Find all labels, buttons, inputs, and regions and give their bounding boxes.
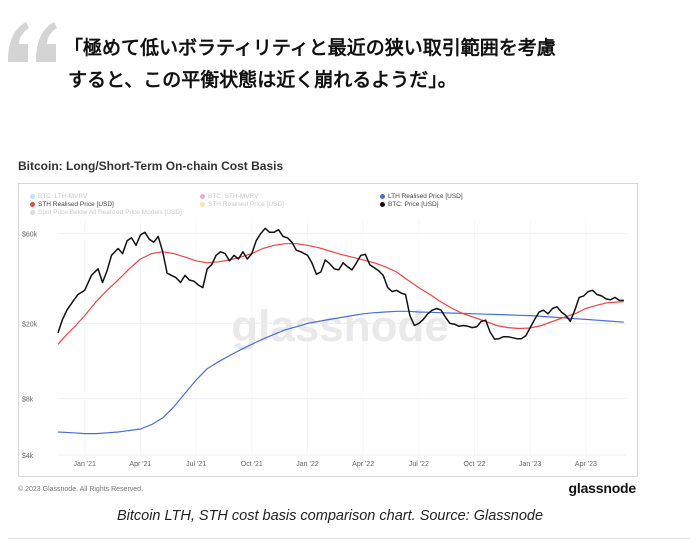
divider: [8, 538, 690, 539]
legend-item[interactable]: STH Realised Price [USD]: [200, 201, 284, 208]
x-tick-label: Jan '23: [519, 461, 541, 468]
legend-swatch: [30, 202, 35, 207]
x-tick-label: Jan '22: [296, 461, 318, 468]
legend-swatch: [200, 194, 205, 199]
legend-swatch: [380, 202, 385, 207]
legend-item[interactable]: BTC: STH-MVRV: [200, 193, 258, 200]
legend-swatch: [200, 202, 205, 207]
x-tick-label: Oct '21: [241, 461, 263, 468]
legend-item[interactable]: Spot Price Below All Realized Price Mode…: [30, 209, 182, 216]
chart-watermark: glassnode: [231, 302, 449, 351]
legend-swatch: [30, 194, 35, 199]
glassnode-brand-logo: glassnode: [568, 480, 637, 496]
pull-quote: 「極めて低いボラティリティと最近の狭い取引範囲を考慮 すると、この平衡状態は近く…: [64, 32, 684, 96]
y-tick-label: $8k: [22, 396, 34, 403]
x-tick-label: Jul '22: [409, 461, 429, 468]
legend-item[interactable]: BTC: LTH-MVRV: [30, 193, 87, 200]
series-line-sth-realised-price-usd: [57, 243, 624, 345]
x-tick-label: Apr '21: [129, 461, 151, 468]
chart-title: Bitcoin: Long/Short-Term On-chain Cost B…: [18, 159, 284, 173]
legend-item[interactable]: BTC: Price [USD]: [380, 201, 439, 208]
x-tick-label: Apr '22: [352, 461, 374, 468]
chart-frame: [18, 183, 638, 477]
x-tick-label: Oct '22: [464, 461, 486, 468]
x-tick-label: Apr '23: [575, 461, 597, 468]
legend-swatch: [380, 194, 385, 199]
legend-label: BTC: STH-MVRV: [208, 193, 259, 200]
legend-label: BTC: LTH-MVRV: [38, 193, 88, 200]
quote-mark-icon: [8, 22, 57, 62]
x-tick-label: Jul '21: [186, 461, 206, 468]
figure-caption: Bitcoin LTH, STH cost basis comparison c…: [116, 508, 544, 524]
copyright-text: © 2023 Glassnode. All Rights Reserved.: [18, 486, 144, 493]
legend-label: STH Realised Price [USD]: [208, 201, 284, 208]
series-line-lth-realised-price-usd: [57, 310, 624, 435]
quote-line-2: すると、この平衡状態は近く崩れるようだ」。: [68, 69, 457, 91]
chart-legend: BTC: LTH-MVRV BTC: STH-MVRV LTH Realised P…: [30, 193, 630, 223]
legend-swatch: [30, 210, 35, 215]
legend-item[interactable]: STH Realised Price [USD]: [30, 201, 114, 208]
legend-label: LTH Realised Price [USD]: [388, 193, 463, 200]
y-tick-label: $60k: [22, 232, 38, 239]
x-tick-label: Jan '21: [74, 461, 96, 468]
series-line-btc-price-usd: [57, 227, 624, 340]
y-tick-label: $4k: [22, 453, 34, 460]
legend-item[interactable]: LTH Realised Price [USD]: [380, 193, 463, 200]
legend-label: Spot Price Below All Realized Price Mode…: [38, 209, 182, 216]
quote-line-1: 「極めて低いボラティリティと最近の狭い取引範囲を考慮: [64, 37, 556, 59]
y-tick-label: $20k: [22, 321, 38, 328]
legend-label: BTC: Price [USD]: [388, 201, 439, 208]
chart-plot: $4k $8k $20k $60k Jan '21 Apr '21 Jul '21 Oct '…: [22, 221, 626, 468]
legend-label: STH Realised Price [USD]: [38, 201, 114, 208]
